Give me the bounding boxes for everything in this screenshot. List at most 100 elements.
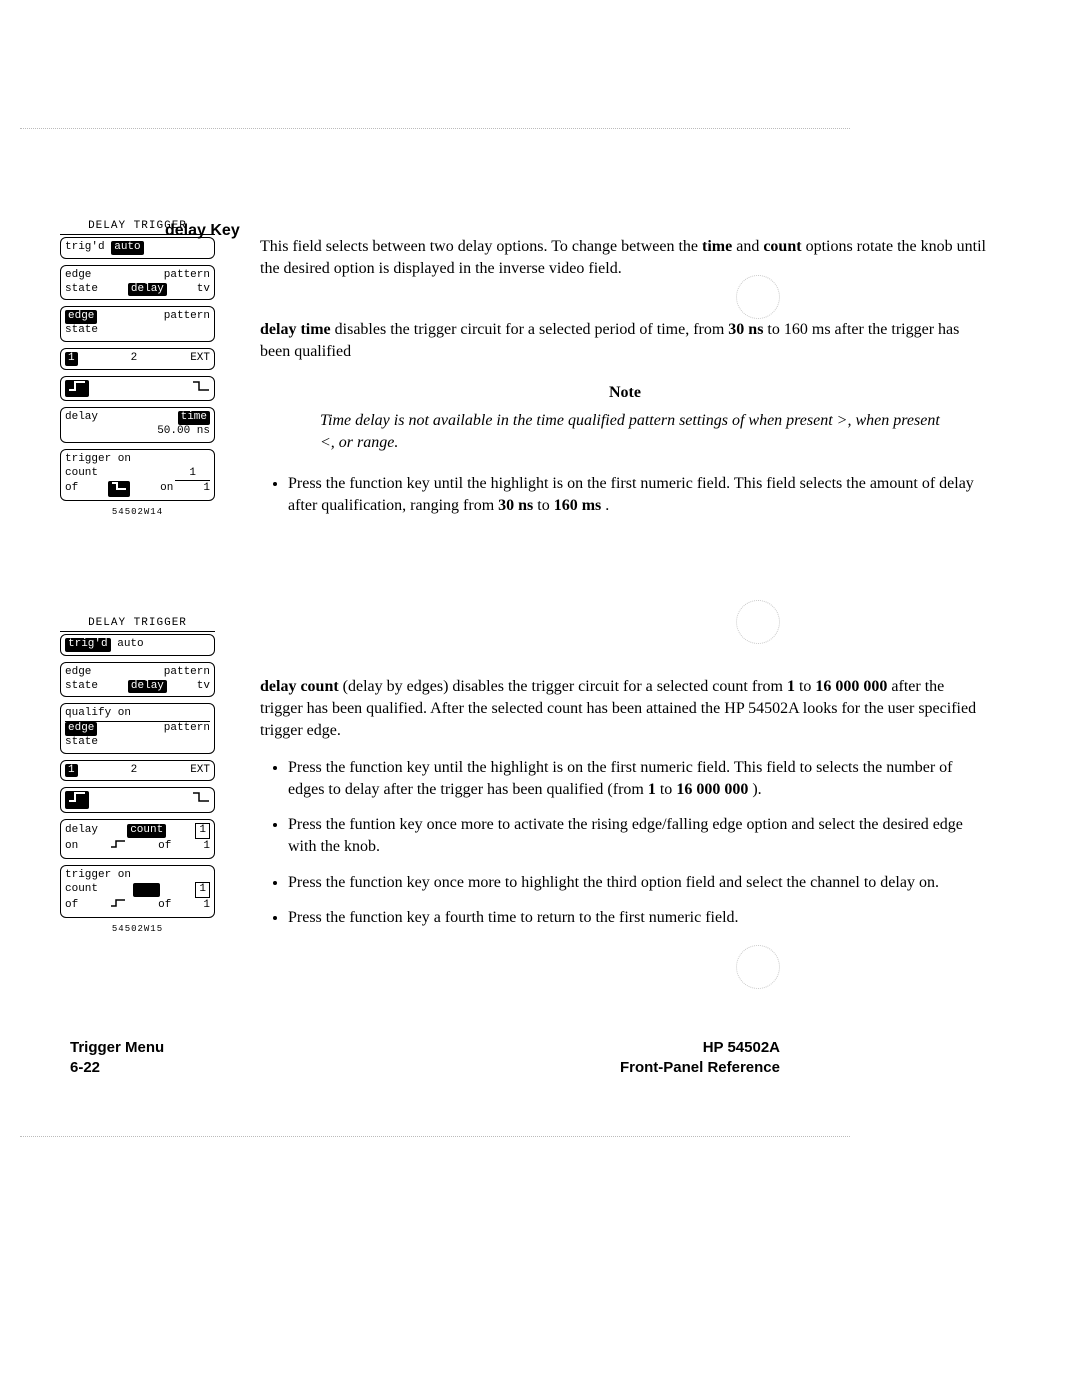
bullet-tail: . [605, 497, 609, 514]
opt-delay: delay [128, 680, 167, 694]
bullet-list-time: Press the function key until the highlig… [260, 473, 990, 516]
opt-ext: EXT [190, 352, 210, 366]
rising-edge-icon [110, 898, 126, 914]
opt-ext: EXT [190, 764, 210, 778]
opt-time: time [178, 411, 210, 425]
opt-state: state [65, 283, 98, 297]
footer-manual-name: Front-Panel Reference [620, 1058, 780, 1078]
bold-16m: 16 000 000 [815, 678, 887, 695]
bullet-text: Press the function key until the highlig… [288, 475, 974, 514]
list-item: Press the function key until the highlig… [288, 757, 990, 800]
delay-time-body: disables the trigger circuit for a selec… [335, 321, 729, 338]
val-count: 1 [195, 823, 210, 839]
delay-time-paragraph: delay time disables the trigger circuit … [260, 319, 990, 362]
content-columns: DELAY TRIGGER trig'd auto edge pattern s… [60, 220, 990, 953]
falling-edge-icon [192, 791, 210, 809]
note-heading: Note [260, 382, 990, 404]
opt-pattern: pattern [164, 310, 210, 324]
bold-1: 1 [787, 678, 795, 695]
menu-row: edge pattern state delay tv [60, 265, 215, 301]
softkey-menu-2: DELAY TRIGGER trig'd auto edge pattern s… [60, 617, 215, 934]
punch-hole-icon [736, 945, 780, 989]
bullet-mid: to [660, 781, 676, 798]
section-heading: delay Key [165, 222, 240, 240]
opt-ch2: 2 [131, 352, 138, 366]
opt-auto: auto [117, 638, 143, 650]
val-count: 1 [195, 882, 210, 898]
opt-tv: tv [197, 680, 210, 694]
footer-right: HP 54502A Front-Panel Reference [620, 1038, 780, 1077]
opt-edge-sel: edge [65, 722, 97, 736]
lbl-of2: of [158, 899, 171, 913]
bold-30ns: 30 ns [498, 497, 533, 514]
bullet-list-count: Press the function key until the highlig… [260, 757, 990, 929]
opt-ch1: 1 [65, 352, 78, 366]
lbl-delay: delay [65, 411, 98, 425]
menu-title: DELAY TRIGGER [60, 617, 215, 632]
lbl-delay: delay [65, 824, 98, 838]
opt-ch1: 1 [65, 764, 78, 778]
menu-row: delay count 1 on of 1 [60, 819, 215, 859]
menu-row: trigger on count 1 of on 1 [60, 449, 215, 501]
footer-model: HP 54502A [620, 1038, 780, 1058]
figure-id: 54502W15 [60, 924, 215, 934]
menu-row: delay time 50.00 ns [60, 407, 215, 443]
rising-edge-icon [110, 839, 126, 855]
menu-row: qualify on edge pattern state [60, 703, 215, 753]
bold-160ms: 160 ms [554, 497, 602, 514]
opt-state: state [65, 324, 98, 336]
menu-row: 1 2 EXT [60, 348, 215, 370]
menu-row: edge pattern state [60, 306, 215, 342]
lbl-trigger-on: trigger on [65, 869, 210, 883]
bold-30ns: 30 ns [728, 321, 763, 338]
footer-page-number: 6-22 [70, 1058, 164, 1078]
opt-pattern: pattern [164, 722, 210, 736]
opt-ch2: 2 [131, 764, 138, 778]
rising-edge-icon [65, 791, 89, 809]
lbl-count: count [65, 467, 98, 481]
lbl-on: on [160, 482, 173, 496]
opt-tv: tv [197, 283, 210, 297]
right-column: This field selects between two delay opt… [260, 220, 990, 953]
intro-mid: and [736, 238, 763, 255]
opt-trigd: trig'd [65, 638, 111, 652]
bold-count: count [763, 238, 801, 255]
softkey-menu-1: DELAY TRIGGER trig'd auto edge pattern s… [60, 220, 215, 517]
page-border-top [20, 128, 850, 129]
val-1: 1 [203, 840, 210, 854]
bullet-tail: ). [752, 781, 761, 798]
delay-count-paragraph: delay count (delay by edges) disables th… [260, 676, 990, 741]
delay-count-body: (delay by edges) disables the trigger ci… [343, 678, 787, 695]
rising-edge-icon [65, 380, 89, 398]
opt-edge: edge [65, 666, 91, 680]
label-delay-time: delay time [260, 321, 331, 338]
val-1: 1 [203, 899, 210, 913]
list-item: Press the funtion key once more to activ… [288, 814, 990, 857]
falling-edge-icon [192, 380, 210, 398]
bold-1: 1 [648, 781, 656, 798]
lbl-qualify-on: qualify on [65, 707, 210, 722]
bold-time: time [702, 238, 732, 255]
val-count-blank [133, 883, 160, 897]
val-1: 1 [203, 482, 210, 496]
list-item: Press the function key until the highlig… [288, 473, 990, 516]
manual-page: delay Key DELAY TRIGGER trig'd auto edge… [0, 0, 1080, 1397]
menu-row: trig'd auto [60, 634, 215, 656]
val-delay-time: 50.00 ns [65, 425, 210, 439]
menu-row: trig'd auto [60, 237, 215, 259]
list-item: Press the function key a fourth time to … [288, 907, 990, 929]
page-border-bottom [20, 1136, 850, 1137]
lbl-on: on [65, 840, 78, 854]
lbl-of: of [65, 482, 78, 496]
opt-state: state [65, 680, 98, 694]
delay-count-mid: to [799, 678, 815, 695]
lbl-trigger-on: trigger on [65, 453, 210, 467]
bullet-text: Press the function key until the highlig… [288, 759, 952, 798]
opt-count: count [127, 824, 166, 838]
footer-chapter: Trigger Menu [70, 1038, 164, 1058]
opt-state: state [65, 736, 98, 748]
opt-trigd: trig'd [65, 241, 105, 253]
lbl-of: of [158, 840, 171, 854]
menu-row-edges [60, 787, 215, 813]
menu-row: trigger on count 1 of of 1 [60, 865, 215, 918]
